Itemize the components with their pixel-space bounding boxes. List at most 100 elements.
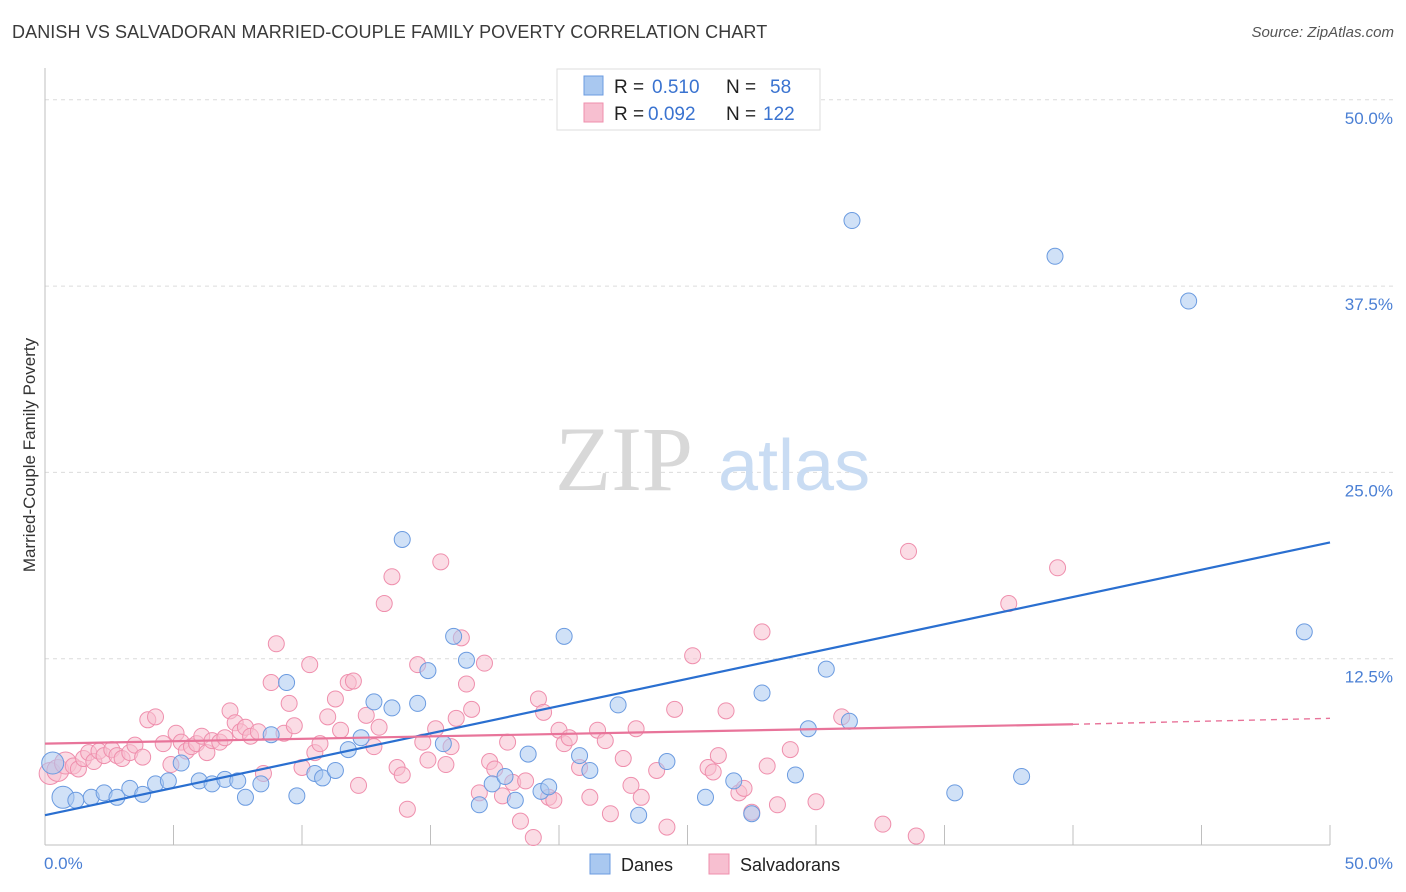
point-danes: [229, 772, 247, 790]
trend-line-salvadorans: [44, 723, 1074, 745]
point-salvadorans: [614, 750, 632, 768]
point-danes: [393, 530, 411, 548]
point-salvadorans: [457, 675, 475, 693]
point-salvadorans: [344, 672, 362, 690]
legend-n-label-1: N =: [726, 77, 756, 98]
point-salvadorans: [134, 748, 152, 766]
point-salvadorans: [216, 729, 234, 747]
point-danes: [470, 796, 488, 814]
point-salvadorans: [383, 568, 401, 586]
point-danes: [555, 627, 573, 645]
point-salvadorans: [900, 542, 918, 560]
point-danes: [658, 753, 676, 771]
point-salvadorans: [627, 720, 645, 738]
point-salvadorans: [447, 709, 465, 727]
point-danes: [383, 699, 401, 717]
point-danes: [409, 694, 427, 712]
series-legend: Danes Salvadorans: [589, 853, 840, 875]
point-danes: [278, 674, 296, 692]
bottom-legend-swatch-danes: [589, 853, 611, 875]
point-salvadorans: [535, 703, 553, 721]
point-danes: [725, 772, 743, 790]
legend-r-label-1: R =: [614, 77, 644, 98]
point-salvadorans: [684, 647, 702, 665]
y-axis-label: Married-Couple Family Poverty: [20, 337, 39, 572]
point-salvadorans: [753, 623, 771, 641]
point-danes: [434, 735, 452, 753]
point-salvadorans: [709, 747, 727, 765]
point-danes: [786, 766, 804, 784]
point-salvadorans: [499, 733, 517, 751]
point-danes: [581, 761, 599, 779]
point-danes: [252, 775, 270, 793]
point-salvadorans: [311, 735, 329, 753]
y-tick-label: 12.5%: [1345, 668, 1393, 687]
point-danes: [1180, 292, 1198, 310]
point-salvadorans: [581, 788, 599, 806]
bottom-legend-label-salvadorans: Salvadorans: [740, 855, 840, 875]
trend-line-extension-salvadorans: [1072, 717, 1331, 725]
correlation-legend: R = 0.510 N = 58 R = 0.092 N = 122: [556, 68, 821, 131]
chart-title: DANISH VS SALVADORAN MARRIED-COUPLE FAMI…: [12, 22, 768, 42]
point-danes: [236, 788, 254, 806]
point-salvadorans: [419, 751, 437, 769]
point-danes: [946, 784, 964, 802]
point-salvadorans: [262, 674, 280, 692]
point-danes: [1046, 247, 1064, 265]
point-danes: [506, 791, 524, 809]
legend-n-value-1: 58: [770, 77, 791, 98]
y-tick-label: 25.0%: [1345, 481, 1393, 500]
point-salvadorans: [601, 805, 619, 823]
point-salvadorans: [332, 721, 350, 739]
point-salvadorans: [147, 708, 165, 726]
legend-r-label-2: R =: [614, 104, 644, 125]
point-danes: [365, 693, 383, 711]
point-salvadorans: [326, 690, 344, 708]
point-danes: [496, 767, 514, 785]
point-danes: [445, 627, 463, 645]
point-danes: [314, 769, 332, 787]
point-danes: [67, 791, 85, 809]
point-salvadorans: [375, 595, 393, 613]
point-danes: [159, 772, 177, 790]
source-credit: Source: ZipAtlas.com: [1251, 24, 1394, 41]
point-danes: [419, 662, 437, 680]
point-danes: [540, 778, 558, 796]
point-salvadorans: [768, 796, 786, 814]
point-danes: [609, 696, 627, 714]
point-danes: [172, 754, 190, 772]
point-danes: [743, 805, 761, 823]
grid-lines: [45, 99, 1395, 660]
point-salvadorans: [517, 772, 535, 790]
legend-r-value-2: 0.092: [648, 104, 696, 125]
point-salvadorans: [781, 741, 799, 759]
point-danes: [571, 747, 589, 765]
point-salvadorans: [475, 654, 493, 672]
tick-labels: 12.5% 25.0% 37.5% 50.0% 0.0% 50.0%: [44, 109, 1393, 873]
point-salvadorans: [432, 553, 450, 571]
point-danes: [753, 684, 771, 702]
point-salvadorans: [267, 635, 285, 653]
point-salvadorans: [398, 800, 416, 818]
y-tick-label: 37.5%: [1345, 295, 1393, 314]
point-danes: [457, 651, 475, 669]
point-danes: [840, 712, 858, 730]
point-danes: [326, 761, 344, 779]
legend-swatch-salvadorans: [583, 102, 604, 123]
point-danes: [843, 212, 861, 230]
point-salvadorans: [704, 763, 722, 781]
legend-r-value-1: 0.510: [652, 77, 700, 98]
point-salvadorans: [666, 700, 684, 718]
point-danes: [817, 660, 835, 678]
point-salvadorans: [437, 756, 455, 774]
point-salvadorans: [632, 788, 650, 806]
watermark-zip: ZIP: [555, 408, 693, 510]
trend-line-danes: [44, 541, 1331, 817]
point-salvadorans: [907, 827, 925, 845]
point-danes: [519, 745, 537, 763]
point-danes: [696, 788, 714, 806]
bottom-legend-swatch-salvadorans: [708, 853, 730, 875]
watermark: ZIP atlas: [555, 408, 870, 510]
point-salvadorans: [596, 732, 614, 750]
point-salvadorans: [154, 735, 172, 753]
